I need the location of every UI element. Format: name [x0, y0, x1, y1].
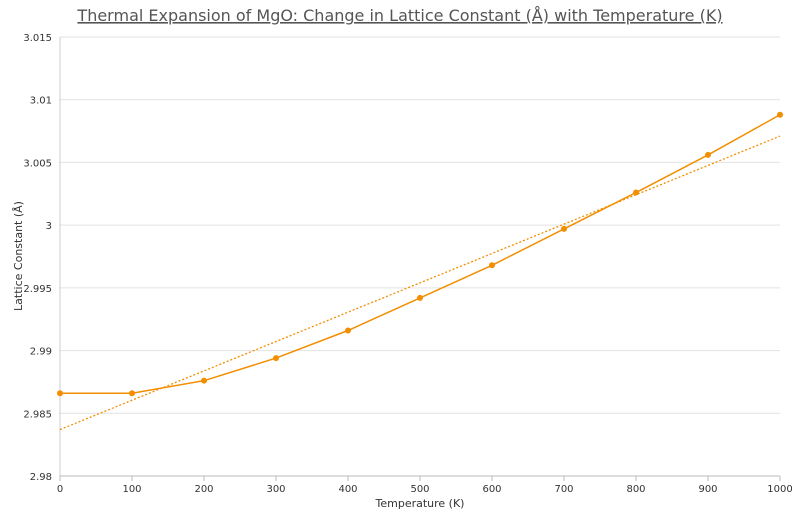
data-point — [705, 151, 711, 158]
y-tick-label: 2.995 — [23, 284, 52, 295]
chart-title: Thermal Expansion of MgO: Change in Latt… — [76, 6, 722, 25]
x-tick-label: 300 — [266, 484, 285, 495]
y-tick-label: 3 — [46, 221, 52, 232]
data-point — [57, 390, 63, 397]
x-tick-label: 800 — [626, 484, 645, 495]
y-tick-label: 3.01 — [30, 96, 52, 107]
data-point — [345, 327, 351, 334]
data-point — [489, 262, 495, 269]
x-tick-label: 0 — [57, 484, 63, 495]
trendline — [59, 135, 781, 431]
x-tick-label: 100 — [122, 484, 141, 495]
y-tick-label: 3.005 — [23, 158, 52, 169]
x-tick-label: 400 — [338, 484, 357, 495]
x-tick-label: 500 — [410, 484, 429, 495]
data-point — [273, 355, 279, 362]
x-tick-label: 700 — [554, 484, 573, 495]
y-tick-label: 2.98 — [30, 472, 52, 483]
data-point — [561, 225, 567, 232]
data-point — [633, 189, 639, 196]
x-tick-label: 600 — [482, 484, 501, 495]
x-axis-label: Temperature (K) — [375, 497, 465, 510]
y-tick-label: 2.99 — [30, 347, 52, 358]
y-tick-label: 2.985 — [23, 409, 52, 420]
data-point — [417, 294, 423, 301]
data-point — [777, 111, 783, 118]
x-tick-label: 200 — [194, 484, 213, 495]
data-point — [129, 390, 135, 397]
series-line — [60, 114, 781, 394]
data-point — [201, 377, 207, 384]
x-tick-label: 1000 — [767, 484, 792, 495]
x-tick-label: 900 — [698, 484, 717, 495]
y-tick-label: 3.015 — [23, 33, 52, 44]
y-axis-label: Lattice Constant (Å) — [12, 201, 25, 311]
